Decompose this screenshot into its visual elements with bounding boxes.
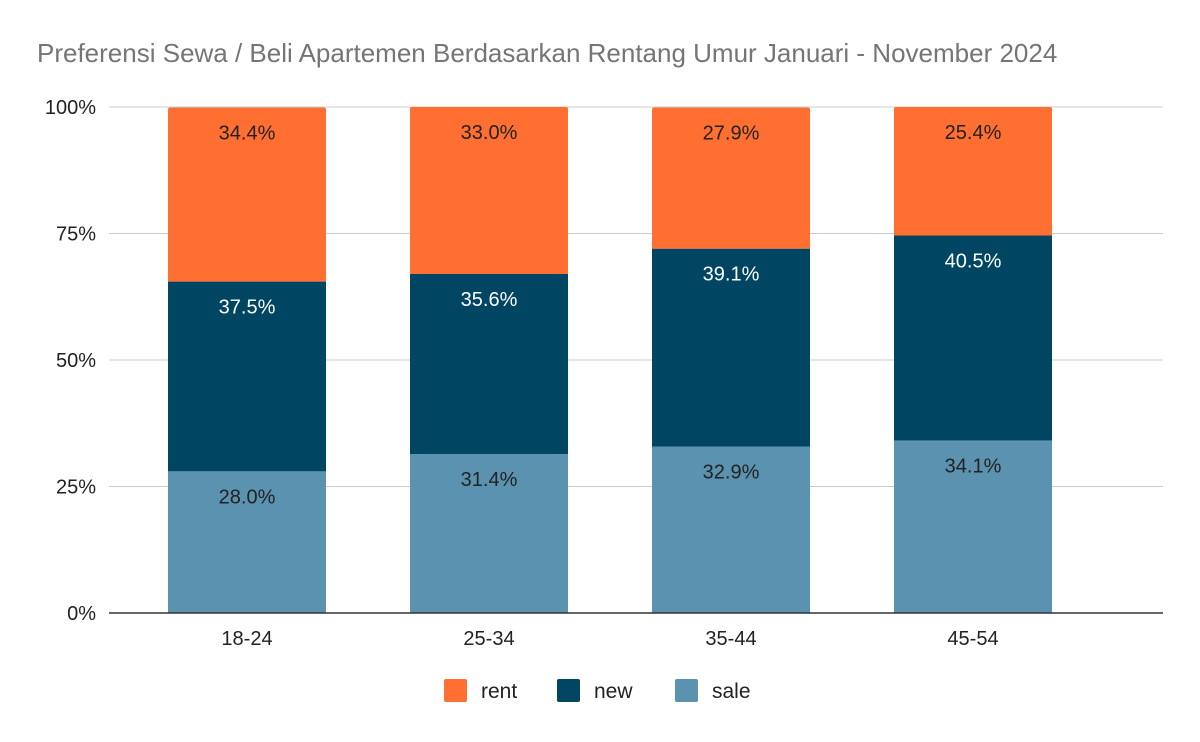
legend-swatch-sale [675, 679, 698, 702]
data-label-rent-45-54: 25.4% [945, 122, 1002, 144]
chart-title: Preferensi Sewa / Beli Apartemen Berdasa… [37, 38, 1057, 68]
data-label-new-35-44: 39.1% [703, 264, 760, 286]
x-tick-label: 25-34 [463, 628, 514, 650]
y-tick-label: 100% [45, 97, 96, 119]
y-tick-label: 25% [56, 477, 96, 499]
bar-group-18-24: 28.0% 37.5% 34.4% [168, 107, 326, 613]
bar-new-45-54 [894, 235, 1052, 441]
legend-swatch-new [557, 679, 580, 702]
data-label-sale-35-44: 32.9% [703, 462, 760, 484]
data-label-new-45-54: 40.5% [945, 251, 1002, 273]
bar-sale-35-44 [652, 446, 810, 613]
bar-group-25-34: 31.4% 35.6% 33.0% [410, 107, 568, 613]
bar-group-35-44: 32.9% 39.1% 27.9% [652, 107, 810, 613]
legend-label-rent: rent [481, 680, 517, 703]
x-tick-label: 35-44 [705, 628, 756, 650]
y-tick-label: 75% [56, 224, 96, 246]
bar-rent-35-44 [652, 107, 810, 249]
legend: rent new sale [444, 679, 751, 703]
data-label-rent-35-44: 27.9% [703, 123, 760, 145]
x-tick-label: 45-54 [947, 628, 998, 650]
legend-label-new: new [594, 680, 633, 703]
data-label-sale-25-34: 31.4% [461, 469, 518, 491]
bar-group-45-54: 34.1% 40.5% 25.4% [894, 107, 1052, 613]
bar-rent-18-24 [168, 107, 326, 282]
data-label-new-18-24: 37.5% [219, 297, 276, 319]
data-label-sale-45-54: 34.1% [945, 455, 1002, 477]
y-tick-label: 0% [67, 603, 96, 625]
bars: 28.0% 37.5% 34.4% 31.4% 35.6% 33.0% 32.9% 39.1%… [168, 107, 1052, 613]
bar-sale-45-54 [894, 440, 1052, 613]
y-tick-label: 50% [56, 350, 96, 372]
bar-new-35-44 [652, 248, 810, 447]
bar-sale-18-24 [168, 471, 326, 613]
legend-label-sale: sale [712, 680, 751, 703]
x-axis: 18-24 25-34 35-44 45-54 [109, 612, 1163, 650]
bar-rent-45-54 [894, 107, 1052, 236]
bar-sale-25-34 [410, 454, 568, 613]
data-label-rent-18-24: 34.4% [219, 123, 276, 145]
y-axis: 0% 25% 50% 75% 100% [45, 97, 96, 625]
bar-new-18-24 [168, 281, 326, 472]
legend-swatch-rent [444, 679, 467, 702]
data-label-new-25-34: 35.6% [461, 289, 518, 311]
data-label-rent-25-34: 33.0% [461, 122, 518, 144]
bar-rent-25-34 [410, 107, 568, 274]
data-label-sale-18-24: 28.0% [219, 486, 276, 508]
x-tick-label: 18-24 [221, 628, 272, 650]
bar-new-25-34 [410, 273, 568, 455]
